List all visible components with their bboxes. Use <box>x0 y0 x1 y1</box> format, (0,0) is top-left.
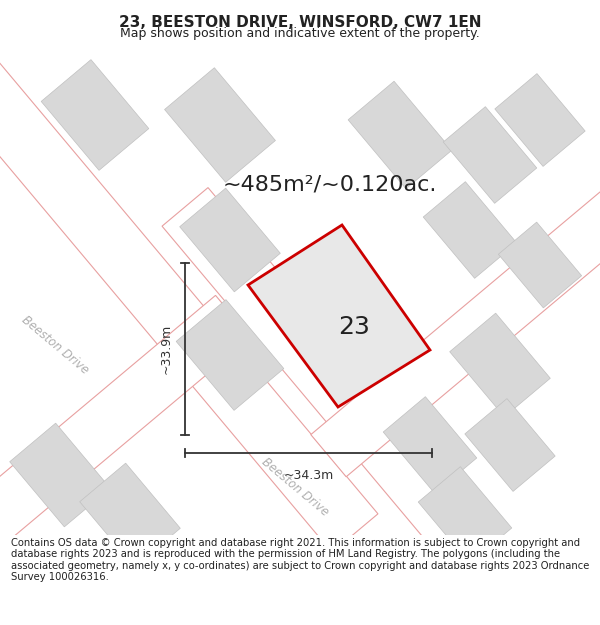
Polygon shape <box>180 188 280 292</box>
Polygon shape <box>248 225 430 407</box>
Polygon shape <box>383 397 477 493</box>
Polygon shape <box>499 222 581 308</box>
Polygon shape <box>162 188 600 625</box>
Text: Contains OS data © Crown copyright and database right 2021. This information is : Contains OS data © Crown copyright and d… <box>11 538 589 582</box>
Text: ~33.9m: ~33.9m <box>160 324 173 374</box>
Polygon shape <box>450 313 550 417</box>
Polygon shape <box>465 399 555 491</box>
Polygon shape <box>0 296 251 594</box>
Text: ~485m²/~0.120ac.: ~485m²/~0.120ac. <box>223 175 437 195</box>
Text: Beeston Drive: Beeston Drive <box>259 455 331 519</box>
Text: Beeston Drive: Beeston Drive <box>19 313 91 377</box>
Text: 23, BEESTON DRIVE, WINSFORD, CW7 1EN: 23, BEESTON DRIVE, WINSFORD, CW7 1EN <box>119 16 481 31</box>
Polygon shape <box>348 81 452 189</box>
Polygon shape <box>164 68 275 182</box>
Polygon shape <box>41 59 149 171</box>
Polygon shape <box>311 113 600 477</box>
Text: 23: 23 <box>338 315 370 339</box>
Polygon shape <box>418 467 512 563</box>
Text: ~34.3m: ~34.3m <box>283 469 334 482</box>
Polygon shape <box>10 423 110 527</box>
Polygon shape <box>495 74 585 166</box>
Text: Map shows position and indicative extent of the property.: Map shows position and indicative extent… <box>120 27 480 39</box>
Polygon shape <box>443 107 537 203</box>
Polygon shape <box>423 182 517 278</box>
Polygon shape <box>80 463 180 567</box>
Polygon shape <box>0 0 378 552</box>
Polygon shape <box>176 299 284 411</box>
